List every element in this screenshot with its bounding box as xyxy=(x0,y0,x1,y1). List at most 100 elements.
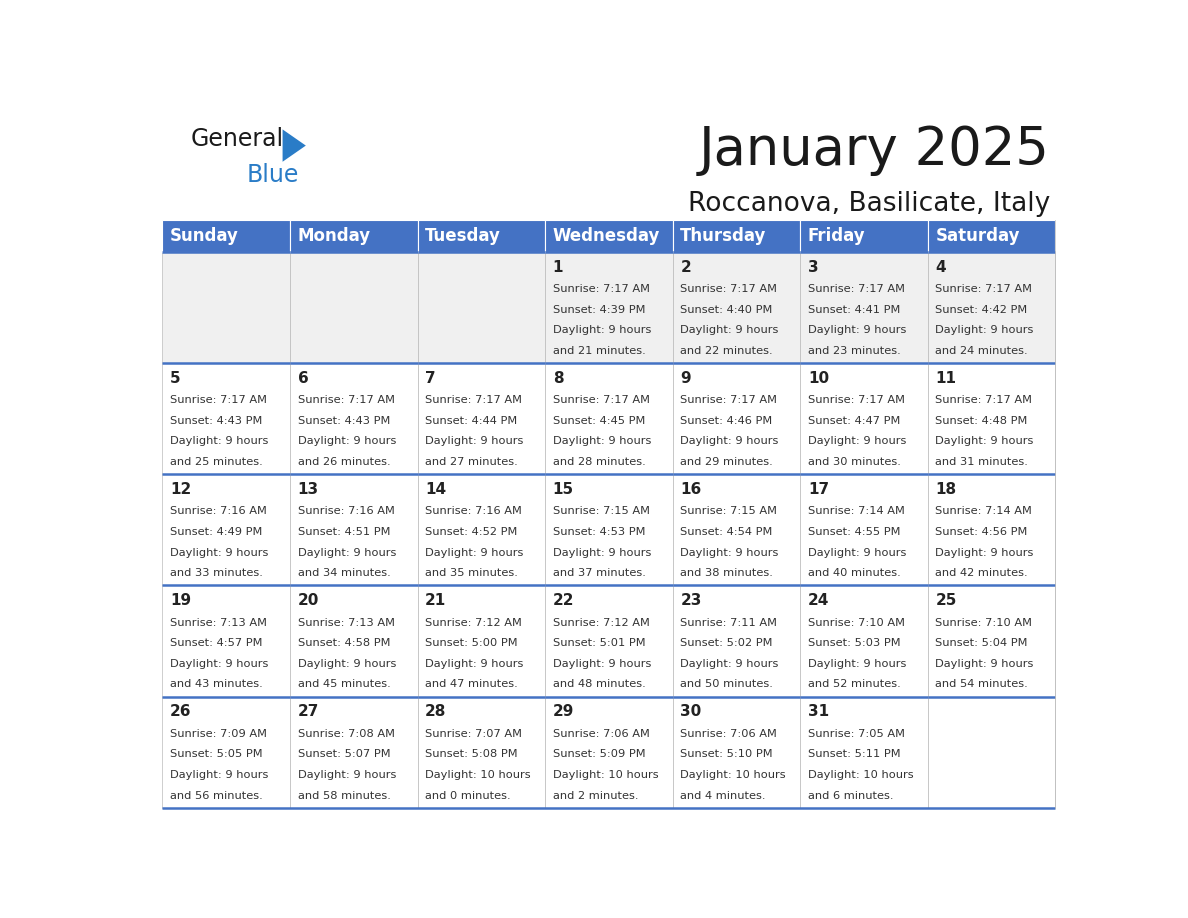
FancyBboxPatch shape xyxy=(290,697,417,808)
Text: 23: 23 xyxy=(681,593,702,609)
Text: Sunset: 4:40 PM: Sunset: 4:40 PM xyxy=(681,305,772,315)
Text: and 50 minutes.: and 50 minutes. xyxy=(681,679,773,689)
Text: Sunset: 4:55 PM: Sunset: 4:55 PM xyxy=(808,527,901,537)
Text: Daylight: 9 hours: Daylight: 9 hours xyxy=(935,436,1034,446)
FancyBboxPatch shape xyxy=(545,252,672,363)
Text: Daylight: 9 hours: Daylight: 9 hours xyxy=(552,548,651,557)
Text: Sunset: 5:02 PM: Sunset: 5:02 PM xyxy=(681,638,772,648)
Text: Sunset: 4:56 PM: Sunset: 4:56 PM xyxy=(935,527,1028,537)
Text: Daylight: 9 hours: Daylight: 9 hours xyxy=(681,659,778,669)
Text: Monday: Monday xyxy=(298,227,371,245)
Text: 18: 18 xyxy=(935,482,956,497)
Text: Sunset: 4:43 PM: Sunset: 4:43 PM xyxy=(170,416,263,426)
Text: and 56 minutes.: and 56 minutes. xyxy=(170,790,263,800)
Text: Sunrise: 7:14 AM: Sunrise: 7:14 AM xyxy=(935,507,1032,517)
Text: Daylight: 9 hours: Daylight: 9 hours xyxy=(935,548,1034,557)
Text: Sunrise: 7:17 AM: Sunrise: 7:17 AM xyxy=(298,396,394,405)
Text: 27: 27 xyxy=(298,704,320,720)
FancyBboxPatch shape xyxy=(417,252,545,363)
Text: Roccanova, Basilicate, Italy: Roccanova, Basilicate, Italy xyxy=(688,191,1050,217)
FancyBboxPatch shape xyxy=(545,363,672,475)
Text: Daylight: 9 hours: Daylight: 9 hours xyxy=(808,325,906,335)
Text: 14: 14 xyxy=(425,482,447,497)
Text: Daylight: 10 hours: Daylight: 10 hours xyxy=(681,770,786,780)
Text: Sunset: 4:58 PM: Sunset: 4:58 PM xyxy=(298,638,390,648)
Text: and 35 minutes.: and 35 minutes. xyxy=(425,568,518,578)
Text: 16: 16 xyxy=(681,482,702,497)
FancyBboxPatch shape xyxy=(163,586,290,697)
FancyBboxPatch shape xyxy=(163,697,290,808)
FancyBboxPatch shape xyxy=(928,697,1055,808)
FancyBboxPatch shape xyxy=(417,475,545,586)
Text: Sunset: 4:46 PM: Sunset: 4:46 PM xyxy=(681,416,772,426)
Text: Sunrise: 7:16 AM: Sunrise: 7:16 AM xyxy=(425,507,522,517)
Text: Sunrise: 7:15 AM: Sunrise: 7:15 AM xyxy=(552,507,650,517)
FancyBboxPatch shape xyxy=(801,586,928,697)
Text: Sunrise: 7:13 AM: Sunrise: 7:13 AM xyxy=(170,618,267,628)
Text: Sunrise: 7:17 AM: Sunrise: 7:17 AM xyxy=(552,284,650,294)
Text: Daylight: 9 hours: Daylight: 9 hours xyxy=(298,770,396,780)
Text: Sunset: 5:00 PM: Sunset: 5:00 PM xyxy=(425,638,518,648)
Text: Daylight: 9 hours: Daylight: 9 hours xyxy=(808,659,906,669)
Text: 10: 10 xyxy=(808,371,829,386)
Text: and 45 minutes.: and 45 minutes. xyxy=(298,679,391,689)
FancyBboxPatch shape xyxy=(801,697,928,808)
Text: Sunrise: 7:06 AM: Sunrise: 7:06 AM xyxy=(681,729,777,739)
Text: Sunset: 5:01 PM: Sunset: 5:01 PM xyxy=(552,638,645,648)
Text: Sunset: 4:54 PM: Sunset: 4:54 PM xyxy=(681,527,772,537)
Text: Sunset: 5:03 PM: Sunset: 5:03 PM xyxy=(808,638,901,648)
Text: and 47 minutes.: and 47 minutes. xyxy=(425,679,518,689)
Text: Daylight: 9 hours: Daylight: 9 hours xyxy=(425,659,524,669)
Text: 8: 8 xyxy=(552,371,563,386)
Text: Sunrise: 7:17 AM: Sunrise: 7:17 AM xyxy=(552,396,650,405)
FancyBboxPatch shape xyxy=(417,697,545,808)
Text: Sunset: 5:08 PM: Sunset: 5:08 PM xyxy=(425,749,518,759)
Text: Sunset: 4:52 PM: Sunset: 4:52 PM xyxy=(425,527,518,537)
FancyBboxPatch shape xyxy=(163,475,290,586)
FancyBboxPatch shape xyxy=(163,363,290,475)
Text: 5: 5 xyxy=(170,371,181,386)
Text: Sunset: 5:09 PM: Sunset: 5:09 PM xyxy=(552,749,645,759)
Text: Daylight: 9 hours: Daylight: 9 hours xyxy=(552,659,651,669)
Text: Sunset: 4:39 PM: Sunset: 4:39 PM xyxy=(552,305,645,315)
Text: Sunset: 5:05 PM: Sunset: 5:05 PM xyxy=(170,749,263,759)
Text: and 4 minutes.: and 4 minutes. xyxy=(681,790,766,800)
Text: Sunrise: 7:17 AM: Sunrise: 7:17 AM xyxy=(935,284,1032,294)
FancyBboxPatch shape xyxy=(545,697,672,808)
Text: 21: 21 xyxy=(425,593,447,609)
Text: 13: 13 xyxy=(298,482,318,497)
Text: 1: 1 xyxy=(552,260,563,274)
FancyBboxPatch shape xyxy=(672,586,801,697)
Text: Daylight: 9 hours: Daylight: 9 hours xyxy=(425,436,524,446)
Text: Daylight: 10 hours: Daylight: 10 hours xyxy=(808,770,914,780)
Text: and 42 minutes.: and 42 minutes. xyxy=(935,568,1028,578)
Text: Sunrise: 7:12 AM: Sunrise: 7:12 AM xyxy=(425,618,522,628)
FancyBboxPatch shape xyxy=(290,586,417,697)
Text: 6: 6 xyxy=(298,371,309,386)
Text: 28: 28 xyxy=(425,704,447,720)
Text: January 2025: January 2025 xyxy=(699,124,1050,176)
Text: Sunset: 4:47 PM: Sunset: 4:47 PM xyxy=(808,416,901,426)
Text: Daylight: 9 hours: Daylight: 9 hours xyxy=(681,325,778,335)
Polygon shape xyxy=(283,129,305,162)
Text: 24: 24 xyxy=(808,593,829,609)
FancyBboxPatch shape xyxy=(545,586,672,697)
Text: 29: 29 xyxy=(552,704,574,720)
Text: and 48 minutes.: and 48 minutes. xyxy=(552,679,645,689)
Text: Daylight: 10 hours: Daylight: 10 hours xyxy=(552,770,658,780)
Text: Sunset: 5:07 PM: Sunset: 5:07 PM xyxy=(298,749,391,759)
FancyBboxPatch shape xyxy=(163,252,290,363)
Text: Sunset: 4:45 PM: Sunset: 4:45 PM xyxy=(552,416,645,426)
Text: Sunrise: 7:17 AM: Sunrise: 7:17 AM xyxy=(681,396,777,405)
FancyBboxPatch shape xyxy=(417,586,545,697)
Text: and 6 minutes.: and 6 minutes. xyxy=(808,790,893,800)
Text: and 52 minutes.: and 52 minutes. xyxy=(808,679,901,689)
Text: Daylight: 10 hours: Daylight: 10 hours xyxy=(425,770,531,780)
Text: Sunset: 5:11 PM: Sunset: 5:11 PM xyxy=(808,749,901,759)
Text: 9: 9 xyxy=(681,371,691,386)
Text: Sunset: 4:42 PM: Sunset: 4:42 PM xyxy=(935,305,1028,315)
Text: and 21 minutes.: and 21 minutes. xyxy=(552,346,645,356)
Text: Wednesday: Wednesday xyxy=(552,227,661,245)
FancyBboxPatch shape xyxy=(417,363,545,475)
FancyBboxPatch shape xyxy=(545,475,672,586)
